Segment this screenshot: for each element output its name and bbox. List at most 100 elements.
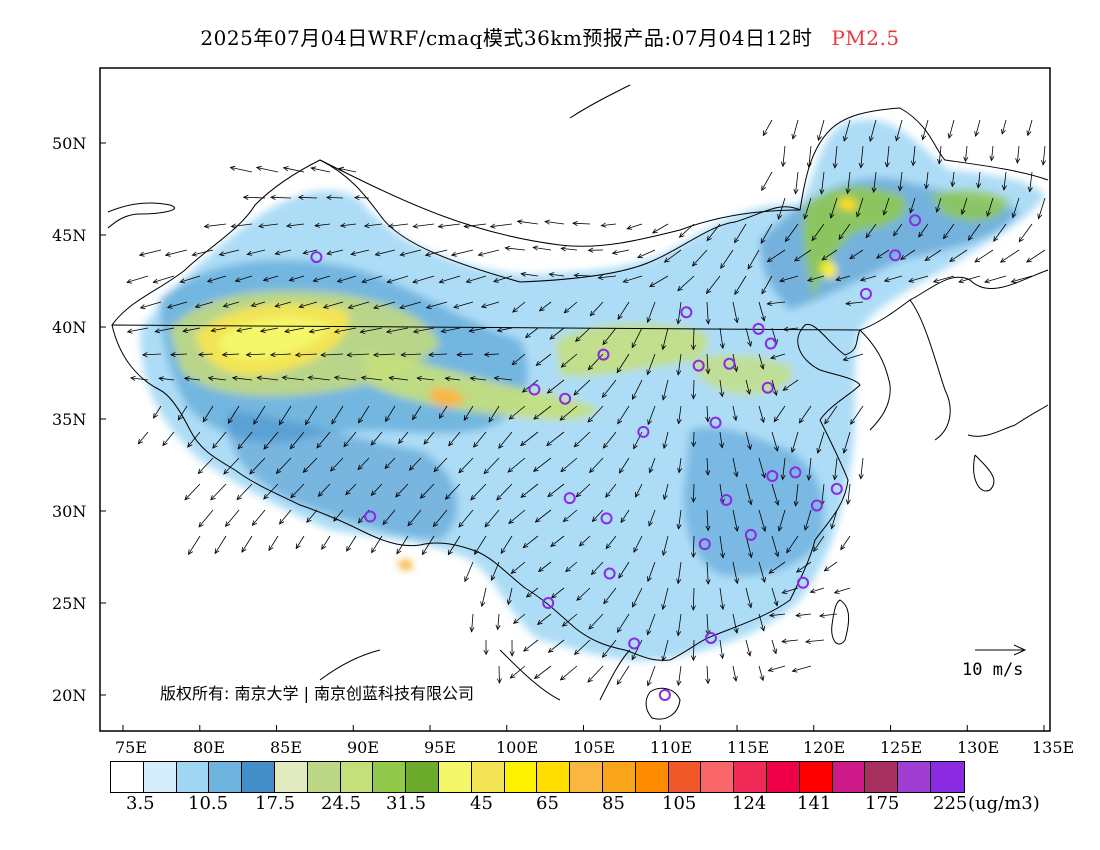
wind-arrowhead: [374, 251, 381, 257]
wind-arrowhead: [231, 375, 238, 381]
wind-arrowhead: [676, 578, 682, 585]
wind-arrowhead: [633, 547, 639, 553]
wind-arrowhead: [547, 647, 554, 653]
wind-vector: [470, 483, 487, 501]
wind-vector: [409, 457, 422, 471]
taiwan-outline: [831, 599, 850, 645]
station-marker: [698, 538, 711, 551]
wind-arrowhead: [560, 466, 566, 473]
wind-arrowhead: [289, 443, 295, 450]
wind-arrowhead: [733, 366, 739, 373]
wind-vector: [361, 275, 383, 283]
station-marker: [310, 251, 323, 264]
wind-vector: [139, 249, 162, 256]
wind-vectors: [126, 119, 1047, 687]
wind-vector: [771, 431, 778, 452]
lon-label-130E: 130E: [957, 738, 1000, 757]
colorbar-cell-17: [668, 762, 702, 792]
wind-vector: [795, 171, 799, 194]
south-coast: [319, 649, 631, 701]
station-marker: [909, 214, 922, 227]
wind-vector: [677, 301, 682, 324]
wind-vector: [469, 327, 487, 332]
wind-arrowhead: [587, 677, 593, 683]
station-marker: [752, 322, 765, 335]
wind-arrowhead: [297, 194, 304, 201]
wind-arrowhead: [984, 278, 990, 284]
wind-vector: [846, 301, 864, 305]
station-marker: [810, 499, 823, 512]
wind-vector: [270, 353, 292, 356]
wind-vector: [745, 587, 752, 608]
wind-arrowhead: [676, 418, 682, 425]
colorbar-label-105: 105: [662, 793, 697, 814]
wind-arrowhead: [408, 465, 415, 471]
wind-vector: [1038, 197, 1046, 219]
wind-vector: [786, 535, 799, 553]
wind-vector: [478, 249, 500, 256]
wind-vector: [616, 665, 630, 685]
wind-arrowhead: [242, 194, 249, 200]
wind-vector: [364, 223, 383, 227]
wind-vector: [305, 405, 318, 425]
colorbar-cell-20: [766, 762, 800, 792]
wind-arrowhead: [832, 474, 838, 481]
wind-vector: [773, 405, 786, 422]
wind-arrowhead: [950, 181, 956, 188]
wind-vector: [331, 405, 344, 425]
wind-arrowhead: [288, 276, 295, 282]
wind-arrowhead: [307, 375, 314, 381]
wind-vector: [484, 509, 500, 528]
wind-vector: [422, 535, 435, 555]
wind-arrowhead: [603, 598, 609, 605]
wind-arrowhead: [412, 278, 418, 284]
wind-vector: [333, 509, 344, 522]
wind-arrowhead: [210, 495, 216, 501]
wind-arrowhead: [210, 327, 217, 333]
station-marker: [680, 306, 693, 319]
wind-arrowhead: [856, 211, 861, 218]
station-marker: [709, 416, 722, 429]
wind-arrowhead: [1000, 128, 1006, 135]
wind-vector: [535, 353, 552, 366]
wind-arrowhead: [781, 638, 787, 644]
wind-vector: [505, 247, 526, 251]
wind-arrowhead: [587, 364, 594, 371]
colorbar-cell-1: [143, 762, 177, 792]
wind-vector: [346, 535, 357, 552]
wind-arrowhead: [162, 440, 168, 447]
wind-vector: [498, 431, 513, 449]
wind-vector: [512, 301, 526, 313]
wind-vector: [219, 249, 240, 256]
wind-vector: [257, 377, 279, 381]
wind-arrowhead: [316, 442, 322, 449]
wind-arrowhead: [263, 444, 269, 450]
wind-vector: [521, 273, 539, 277]
wind-vector: [1001, 119, 1007, 135]
wind-arrowhead: [141, 352, 148, 358]
wind-arrowhead: [538, 306, 545, 312]
wind-arrowhead: [306, 517, 312, 523]
wind-arrowhead: [469, 376, 476, 382]
colorbar-cell-12: [504, 762, 538, 792]
wind-vector: [771, 587, 778, 606]
wind-arrowhead: [705, 368, 711, 375]
wind-arrowhead: [326, 250, 333, 256]
wind-arrowhead: [823, 566, 830, 572]
wind-arrowhead: [275, 468, 282, 474]
wind-arrowhead: [511, 359, 518, 366]
wind-vector: [804, 509, 812, 531]
wind-vector: [360, 327, 383, 333]
wind-vector: [810, 587, 825, 593]
wind-vector: [258, 223, 279, 227]
wind-arrowhead: [706, 235, 712, 242]
wind-vector: [719, 483, 724, 504]
wind-vector: [471, 613, 474, 632]
wind-vector: [893, 223, 903, 236]
wind-vector: [771, 379, 777, 396]
lon-label-90E: 90E: [346, 738, 380, 757]
wind-arrowhead: [967, 235, 973, 241]
field-blue-tibet: [228, 410, 458, 540]
wind-vector: [758, 665, 764, 681]
wind-arrowhead: [314, 222, 320, 228]
